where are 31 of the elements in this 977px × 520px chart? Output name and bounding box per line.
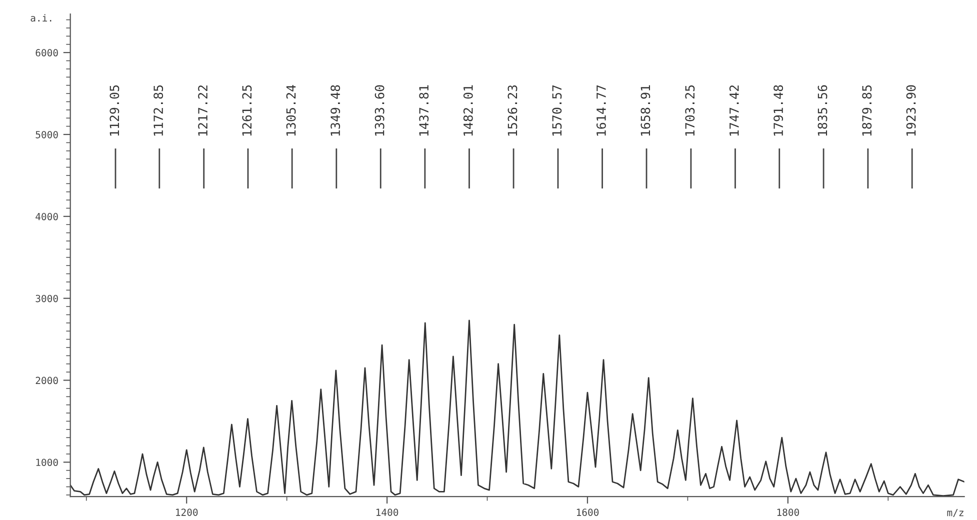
ref-line-label: 1835.56: [818, 85, 828, 136]
ref-line-label: 1172.85: [154, 85, 164, 136]
y-axis-title: a.i.: [30, 14, 52, 22]
ref-line-label: 1703.25: [685, 85, 695, 136]
x-tick-label: 1400: [376, 508, 398, 516]
ref-line-label: 1393.60: [374, 85, 384, 136]
x-tick-label: 1600: [576, 508, 599, 516]
ref-line-label: 1305.24: [286, 85, 296, 136]
ref-line-label: 1658.91: [640, 85, 650, 136]
ref-line-label: 1923.90: [906, 85, 916, 136]
y-tick-label: 3000: [36, 294, 58, 302]
ref-line-label: 1879.85: [862, 85, 872, 136]
ref-line-label: 1217.22: [198, 85, 208, 136]
y-tick-label: 4000: [36, 212, 58, 220]
ref-line-label: 1349.48: [330, 85, 340, 136]
y-tick-label: 2000: [36, 376, 58, 384]
y-tick-label: 5000: [36, 130, 58, 138]
ref-line-label: 1791.48: [774, 85, 784, 136]
ref-line-label: 1261.25: [242, 85, 252, 136]
x-tick-label: 1800: [777, 508, 799, 516]
y-tick-label: 1000: [36, 458, 58, 466]
x-axis-title: m/z: [947, 509, 964, 518]
ref-line-label: 1482.01: [463, 85, 473, 136]
ref-line-label: 1614.77: [596, 85, 606, 136]
ref-line-label: 1129.05: [110, 85, 120, 136]
ref-line-label: 1526.23: [508, 85, 518, 136]
ref-line-label: 1747.42: [729, 85, 739, 136]
y-tick-label: 6000: [36, 49, 58, 56]
x-tick-label: 1200: [176, 508, 198, 516]
ref-line-label: 1570.57: [552, 85, 562, 136]
ref-line-label: 1437.81: [419, 85, 429, 136]
